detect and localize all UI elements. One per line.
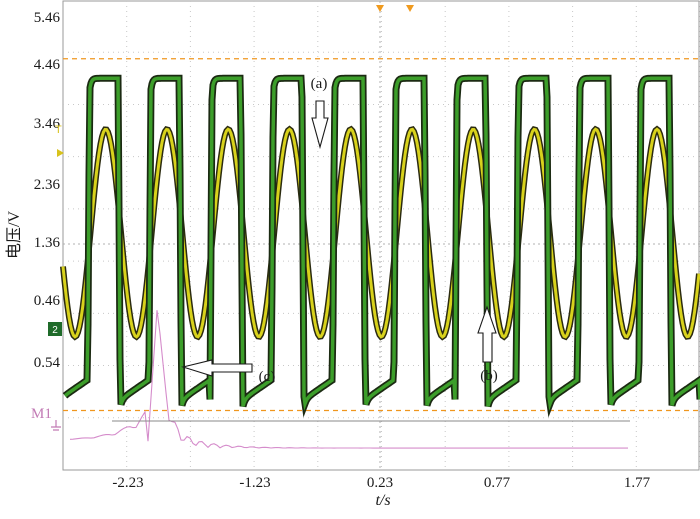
svg-text:2: 2	[52, 325, 58, 336]
x-tick-label: 0.23	[367, 475, 393, 491]
tick-labels: 5.46 4.46 3.46 2.36 1.36 0.46 0.54 -2.23 -1.23 0.…	[34, 10, 651, 491]
annotations: (a) (b) (c)	[180, 76, 498, 385]
x-tick-label: 0.77	[484, 475, 511, 491]
trigger-marker-icon	[376, 5, 414, 12]
series-a-line	[61, 127, 700, 339]
series-a-trace	[60, 125, 700, 341]
y-tick-label: 1.36	[34, 235, 61, 251]
annotation-b-label: (b)	[480, 368, 498, 384]
math-channel-marker: M1	[31, 406, 52, 422]
annotation-b-arrow	[477, 305, 497, 363]
y-axis-label: 电压/V	[5, 211, 23, 259]
annotation-a-label: (a)	[311, 76, 328, 92]
channel-marker-t-icon: T	[55, 124, 64, 157]
x-tick-label: 1.77	[624, 475, 651, 491]
y-tick-label: 2.36	[34, 177, 61, 193]
annotation-a-arrow	[311, 100, 329, 150]
reference-lines	[63, 58, 700, 412]
svg-text:T: T	[55, 124, 62, 136]
y-tick-label: 5.46	[34, 10, 61, 26]
series-b-line	[63, 76, 700, 411]
y-tick-label: 0.46	[34, 293, 61, 309]
annotation-c-arrow	[180, 359, 253, 377]
series-b-trace	[62, 74, 700, 418]
annotation-c-label: (c)	[259, 369, 276, 385]
ground-marker-icon	[51, 420, 61, 431]
series-c-trace	[69, 310, 630, 449]
x-axis-label: t/s	[375, 492, 390, 509]
channel-2-badge: 2	[48, 322, 62, 336]
x-tick-label: -1.23	[239, 475, 270, 491]
y-tick-label: 3.46	[34, 116, 61, 132]
y-tick-label: 4.46	[34, 57, 61, 73]
x-tick-label: -2.23	[112, 475, 143, 491]
y-tick-label: 0.54	[34, 355, 61, 371]
series-b-outline	[62, 74, 700, 418]
grid	[62, 0, 700, 471]
series-c-line	[69, 310, 628, 449]
